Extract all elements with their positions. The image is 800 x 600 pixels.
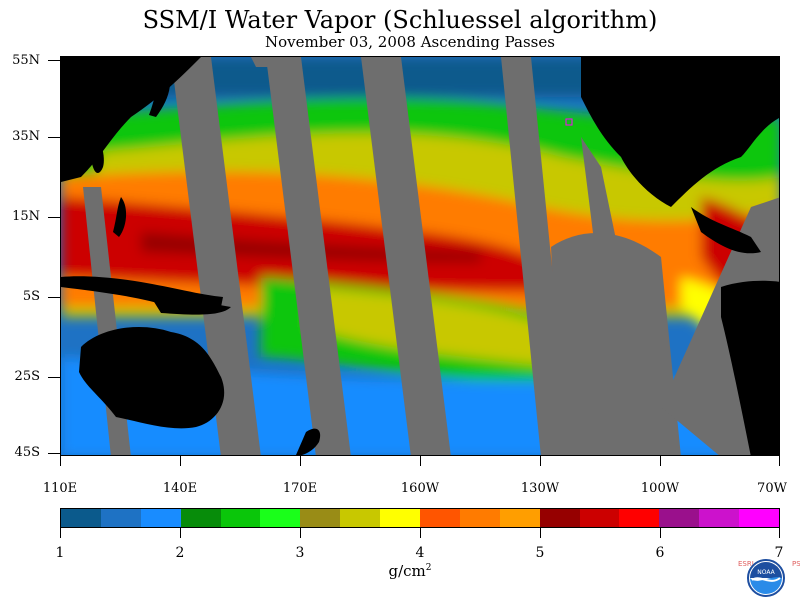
colorbar-segment: [300, 509, 341, 527]
colorbar-tick: [300, 528, 301, 538]
colorbar-tick: [540, 528, 541, 538]
colorbar-segment: [539, 509, 580, 527]
colorbar-segment: [100, 509, 141, 527]
colorbar-label-4: 4: [415, 545, 425, 561]
colorbar-label-1: 1: [55, 545, 65, 561]
colorbar-segment: [499, 509, 540, 527]
korea-japan-landmass: [91, 127, 104, 173]
colorbar-segment: [659, 509, 700, 527]
lat-tick: [48, 60, 60, 61]
lon-tick: [60, 456, 61, 466]
lat-label-5s: 5S: [22, 289, 40, 304]
colorbar-segment: [579, 509, 620, 527]
lat-label-45s: 45S: [14, 445, 40, 460]
logo-text: NOAA: [757, 569, 775, 576]
lon-label-70w: 70W: [757, 481, 787, 496]
color-scale-bar: [60, 508, 780, 528]
colorbar-tick: [420, 528, 421, 538]
noaa-logo-icon: NOAA: [747, 559, 785, 597]
colorbar-segment: [61, 509, 101, 527]
lat-tick: [48, 217, 60, 218]
lon-label-140e: 140E: [162, 481, 198, 496]
no-data-swaths: [83, 57, 779, 455]
colorbar-label-5: 5: [535, 545, 545, 561]
japan-landmass: [149, 57, 171, 117]
lon-label-100w: 100W: [640, 481, 680, 496]
units-exponent: 2: [425, 563, 432, 573]
colorbar-tick: [60, 528, 61, 538]
colorbar-label-2: 2: [175, 545, 185, 561]
lat-tick: [48, 297, 60, 298]
lat-tick: [48, 137, 60, 138]
australia-landmass: [79, 327, 225, 429]
colorbar-tick: [660, 528, 661, 538]
magenta-marker: [565, 118, 573, 126]
colorbar-segment: [260, 509, 301, 527]
lat-tick: [48, 377, 60, 378]
south-america-landmass: [721, 280, 779, 455]
psd-letters: PSD: [792, 560, 800, 568]
lat-label-15n: 15N: [12, 209, 40, 224]
lat-tick: [48, 453, 60, 454]
water-vapor-map: [60, 56, 780, 456]
colorbar-tick: [180, 528, 181, 538]
colorbar-segment: [459, 509, 500, 527]
colorbar-label-7: 7: [774, 545, 784, 561]
colorbar-tick: [779, 528, 780, 538]
colorbar-label-3: 3: [295, 545, 305, 561]
colorbar-segment: [380, 509, 421, 527]
units-label: g/cm2: [370, 562, 450, 580]
philippines-landmass: [113, 197, 127, 237]
north-america-landmass: [581, 57, 779, 207]
lon-tick: [420, 456, 421, 466]
lon-tick: [779, 456, 780, 466]
no-data-swath: [501, 57, 571, 455]
new-guinea-landmass: [151, 296, 231, 315]
lat-label-25s: 25S: [14, 369, 40, 384]
new-zealand-landmass: [296, 428, 321, 455]
colorbar-segment: [140, 509, 181, 527]
map-title: SSM/I Water Vapor (Schluessel algorithm): [142, 6, 658, 34]
no-data-swath: [251, 57, 291, 67]
lon-label-130w: 130W: [520, 481, 560, 496]
lon-label-160w: 160W: [400, 481, 440, 496]
lon-tick: [540, 456, 541, 466]
colorbar-segment: [220, 509, 261, 527]
units-base: g/cm: [388, 562, 426, 580]
lon-tick: [660, 456, 661, 466]
lon-tick: [300, 456, 301, 466]
lon-label-170e: 170E: [282, 481, 318, 496]
colorbar-segment: [699, 509, 740, 527]
land-masses: [61, 57, 779, 455]
colorbar-label-6: 6: [655, 545, 665, 561]
no-data-swath: [361, 57, 451, 455]
central-america-landmass: [691, 207, 761, 254]
colorbar-segment: [739, 509, 780, 527]
lat-label-35n: 35N: [12, 129, 40, 144]
colorbar-segment: [340, 509, 381, 527]
colorbar-segment: [180, 509, 221, 527]
lat-label-55n: 55N: [12, 53, 40, 68]
map-subtitle: November 03, 2008 Ascending Passes: [265, 33, 555, 51]
colorbar-segment: [619, 509, 660, 527]
no-data-swath: [171, 57, 261, 455]
lon-tick: [180, 456, 181, 466]
colorbar-segment: [420, 509, 460, 527]
map-canvas: [61, 57, 779, 455]
no-data-swath: [266, 57, 351, 455]
no-data-swath: [551, 233, 681, 455]
lon-label-110e: 110E: [42, 481, 78, 496]
